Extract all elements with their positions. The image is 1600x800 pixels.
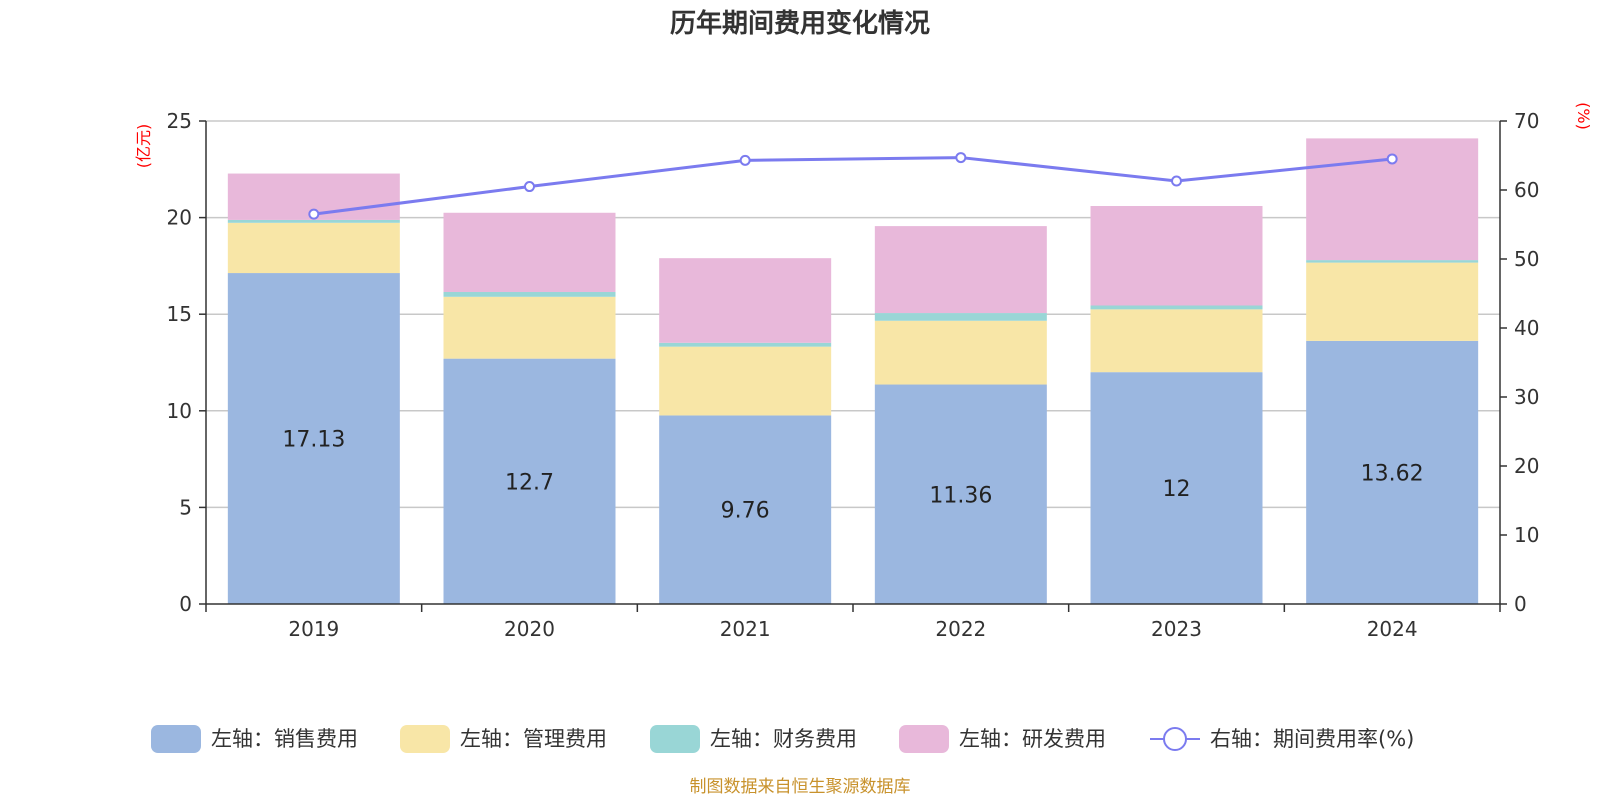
legend-label: 右轴：期间费用率(%) [1210, 727, 1414, 751]
rate-point [955, 152, 967, 164]
legend-swatch [650, 725, 700, 753]
chart-title: 历年期间费用变化情况 [670, 8, 930, 39]
bar-segment-1 [227, 273, 400, 604]
bars [227, 138, 1479, 604]
rate-point [739, 154, 751, 166]
legend-swatch [400, 725, 450, 753]
bar-segment-2 [1306, 262, 1479, 341]
bar-segment-1 [1090, 372, 1263, 604]
bar-value-label: 12.7 [505, 470, 554, 495]
x-tick-label: 2019 [288, 617, 339, 641]
left-tick-label: 20 [167, 206, 192, 230]
bar-segment-3 [874, 313, 1047, 321]
grid-lines [206, 120, 1500, 509]
rate-point [524, 181, 535, 193]
right-tick-label: 10 [1514, 523, 1539, 547]
legend-label: 左轴：研发费用 [959, 727, 1106, 751]
bar-segment-1 [1306, 340, 1479, 604]
bar-segment-2 [874, 320, 1047, 385]
bar-segment-4 [874, 226, 1047, 314]
rate-line-path [313, 156, 1393, 216]
bar-segment-3 [443, 291, 616, 297]
bar-segment-4 [443, 212, 616, 292]
right-tick-label: 50 [1514, 247, 1539, 271]
left-axis-unit: (亿元) [134, 124, 153, 169]
bar-segment-2 [227, 222, 400, 274]
right-tick-label: 70 [1514, 109, 1539, 133]
bar-labels: 17.13 12.7 9.76 11.36 12 13.62 [282, 428, 1423, 524]
x-tick-label: 2024 [1367, 617, 1418, 641]
right-tick-label: 60 [1514, 178, 1539, 202]
bar-segment-3 [659, 342, 832, 347]
right-tick-label: 40 [1514, 316, 1539, 340]
bar-segment-2 [1090, 309, 1263, 373]
axes: 0 5 10 15 20 25 0 10 20 30 40 50 60 70 2019 2020 2021 202… [167, 109, 1540, 641]
right-axis-unit: (%) [1574, 102, 1593, 130]
legend-label: 左轴：财务费用 [710, 727, 857, 751]
left-tick-label: 15 [167, 302, 192, 326]
right-tick-label: 20 [1514, 454, 1539, 478]
right-tick-label: 0 [1514, 592, 1527, 616]
right-tick-label: 30 [1514, 385, 1539, 409]
x-tick-label: 2021 [720, 617, 771, 641]
bar-segment-3 [1090, 305, 1263, 310]
rate-point [1171, 175, 1182, 187]
legend: 左轴：销售费用 左轴：管理费用 左轴：财务费用 左轴：研发费用 右轴：期间费用率(%) [151, 725, 1414, 753]
legend-swatch-marker [1163, 727, 1187, 751]
rate-line [308, 152, 1398, 220]
bar-value-label: 17.13 [282, 428, 345, 453]
legend-swatch [899, 725, 949, 753]
left-tick-label: 5 [179, 495, 192, 519]
bar-value-label: 12 [1163, 477, 1191, 502]
bar-segment-1 [659, 415, 832, 604]
x-tick-label: 2022 [935, 617, 986, 641]
bar-segment-3 [227, 219, 400, 223]
legend-swatch [151, 725, 201, 753]
bar-segment-2 [659, 346, 832, 416]
legend-label: 左轴：销售费用 [211, 727, 358, 751]
legend-label: 左轴：管理费用 [460, 727, 607, 751]
bar-value-label: 9.76 [721, 499, 770, 524]
bar-segment-1 [874, 384, 1047, 604]
left-tick-label: 10 [167, 399, 192, 423]
x-tick-label: 2020 [504, 617, 555, 641]
left-tick-label: 25 [167, 109, 192, 133]
x-tick-label: 2023 [1151, 617, 1202, 641]
source-note: 制图数据来自恒生聚源数据库 [690, 777, 911, 797]
bar-segment-4 [659, 258, 832, 343]
bar-value-label: 11.36 [929, 483, 992, 508]
bar-value-label: 13.62 [1361, 461, 1424, 486]
left-tick-label: 0 [179, 592, 192, 616]
rate-point [1386, 153, 1398, 165]
bar-segment-2 [443, 296, 616, 359]
bar-segment-4 [1090, 206, 1263, 306]
rate-point [308, 208, 320, 220]
bar-segment-3 [1306, 260, 1479, 263]
bar-segment-1 [443, 358, 616, 604]
